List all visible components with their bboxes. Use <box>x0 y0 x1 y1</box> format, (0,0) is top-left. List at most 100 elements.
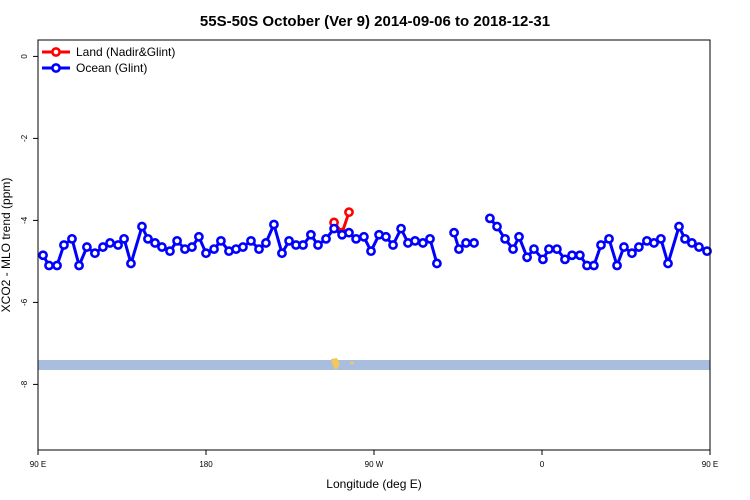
data-point <box>529 244 539 254</box>
data-point <box>209 244 219 254</box>
data-point <box>396 223 406 234</box>
data-point <box>410 235 420 246</box>
data-point <box>105 238 115 248</box>
data-point <box>238 242 248 252</box>
data-point <box>485 213 495 224</box>
data-point <box>500 233 510 244</box>
data-point <box>388 240 398 250</box>
data-point <box>98 242 108 252</box>
data-point <box>432 258 442 269</box>
chart-title: 55S-50S October (Ver 9) 2014-09-06 to 20… <box>200 13 550 30</box>
data-point <box>454 244 464 254</box>
y-tick-label: -6 <box>20 298 29 306</box>
data-point <box>165 246 175 257</box>
data-point <box>588 260 599 271</box>
data-point <box>461 238 471 248</box>
data-point <box>306 229 316 240</box>
legend-label: Land (Nadir&Glint) <box>76 45 175 59</box>
data-point <box>627 248 637 259</box>
data-point <box>59 240 69 250</box>
legend-label: Ocean (Glint) <box>76 61 147 75</box>
data-point <box>702 246 712 257</box>
x-tick-label: 180 <box>199 460 213 469</box>
data-point <box>313 240 323 250</box>
data-point <box>686 238 697 248</box>
map-land <box>331 358 340 370</box>
x-tick-label: 90 E <box>702 460 718 469</box>
data-point <box>522 252 532 263</box>
data-point <box>269 219 279 230</box>
data-point <box>172 235 182 246</box>
data-point <box>298 240 308 250</box>
data-point <box>254 244 264 254</box>
data-point <box>694 242 704 252</box>
data-point <box>649 238 659 248</box>
data-point <box>38 250 48 261</box>
data-point <box>418 238 428 248</box>
data-point <box>366 246 376 257</box>
data-point <box>514 231 524 242</box>
legend-marker <box>51 47 61 57</box>
y-axis-title: XCO2 - MLO trend (ppm) <box>0 178 13 313</box>
data-point <box>194 231 204 242</box>
data-point <box>663 258 673 269</box>
data-point <box>449 227 459 238</box>
data-point <box>284 235 294 246</box>
data-point <box>508 244 518 254</box>
data-point <box>633 242 644 252</box>
data-point <box>74 260 84 271</box>
data-point <box>425 233 435 244</box>
data-point <box>567 250 577 261</box>
data-point <box>351 233 361 244</box>
x-axis-title: Longitude (deg E) <box>326 477 421 491</box>
x-tick-label: 90 E <box>30 460 46 469</box>
data-point <box>538 254 548 265</box>
data-point <box>344 227 354 238</box>
x-tick-label: 0 <box>540 460 545 469</box>
data-point <box>119 233 129 244</box>
data-point <box>612 260 622 271</box>
data-point <box>574 250 585 261</box>
data-point <box>680 233 690 244</box>
y-tick-label: -4 <box>20 216 29 224</box>
data-point <box>157 242 167 252</box>
data-point <box>216 235 226 246</box>
data-point <box>277 248 287 259</box>
data-point <box>90 248 100 259</box>
data-point <box>469 238 479 248</box>
data-point <box>150 238 160 248</box>
map-strip <box>38 360 710 370</box>
data-point <box>143 233 153 244</box>
data-point <box>82 242 92 252</box>
data-point <box>126 258 136 269</box>
map-land <box>350 362 354 364</box>
data-point <box>52 260 62 271</box>
data-point <box>656 233 666 244</box>
data-point <box>560 254 570 265</box>
data-point <box>113 240 123 250</box>
data-point <box>381 231 391 242</box>
x-tick-label: 90 W <box>365 460 384 469</box>
data-point <box>321 233 331 244</box>
data-point <box>619 242 629 252</box>
data-point <box>261 238 271 248</box>
data-point <box>137 221 147 232</box>
legend-marker <box>51 63 61 73</box>
data-point <box>492 221 502 232</box>
data-point <box>604 233 614 244</box>
data-point <box>596 240 606 250</box>
data-point <box>67 233 77 244</box>
data-point <box>329 223 339 234</box>
data-point <box>552 244 562 254</box>
data-point <box>187 242 197 252</box>
data-point <box>359 231 369 242</box>
data-point <box>344 207 354 218</box>
data-point <box>246 235 256 246</box>
y-tick-label: -2 <box>20 134 29 142</box>
data-point <box>44 260 54 271</box>
plot-area <box>38 207 712 271</box>
y-tick-label: 0 <box>20 54 29 59</box>
y-tick-label: -8 <box>20 380 29 388</box>
data-point <box>544 244 554 254</box>
